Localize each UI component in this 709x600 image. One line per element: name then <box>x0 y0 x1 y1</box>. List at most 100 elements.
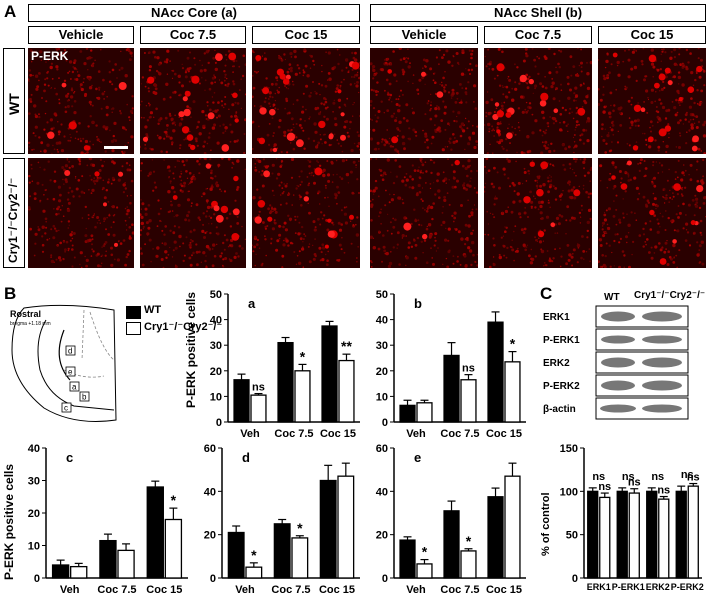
y-tick-label: 30 <box>376 340 388 352</box>
significance-label: ns <box>651 471 664 483</box>
col-header-core-vehicle: Vehicle <box>28 26 134 44</box>
chart-d: 0 20 40 60 d * Veh * Coc 7.5 Coc 15 <box>204 443 360 596</box>
legend-wt-label: WT <box>144 304 162 316</box>
x-tick-label: Veh <box>60 584 80 596</box>
bar <box>616 490 628 579</box>
bar <box>227 531 245 579</box>
region-e: e <box>68 368 73 377</box>
micrograph-cry-shell-coc15 <box>598 158 706 268</box>
region-d: d <box>68 347 72 356</box>
bar <box>277 341 294 423</box>
chart-e: 0 20 40 60 e * Veh * Coc 7.5 Coc 15 <box>376 443 526 596</box>
brain-schematic: Rostral bregma +1.18 mm d e a b c <box>10 304 117 422</box>
y-tick-label: 0 <box>216 417 222 429</box>
schematic-subtitle: bregma +1.18 mm <box>10 321 51 327</box>
x-tick-label: Coc 15 <box>146 584 182 596</box>
bar <box>687 485 699 579</box>
significance-label: ** <box>341 338 352 354</box>
bar <box>487 321 504 423</box>
col-header-core-coc15: Coc 15 <box>252 26 360 44</box>
col-header-shell-coc15: Coc 15 <box>598 26 706 44</box>
significance-label: ns <box>628 477 641 489</box>
y-tick-label: 50 <box>376 289 388 301</box>
scale-bar <box>104 146 128 149</box>
chart-label: a <box>248 296 256 311</box>
bar <box>646 490 658 579</box>
y-tick-label: 60 <box>376 443 388 455</box>
significance-label: ns <box>598 481 611 493</box>
bar <box>321 325 338 423</box>
y-tick-label: 40 <box>376 315 388 327</box>
region-a: a <box>72 383 77 392</box>
x-tick-label: Coc 7.5 <box>440 584 479 596</box>
y-tick-label: 20 <box>376 530 388 542</box>
x-tick-label: P-ERK2 <box>671 582 704 592</box>
significance-label: * <box>297 520 303 536</box>
y-tick-label: 0 <box>572 573 578 585</box>
region-c: c <box>64 404 68 413</box>
micrograph-cry-shell-coc75 <box>484 158 592 268</box>
x-tick-label: Coc 7.5 <box>271 584 310 596</box>
x-tick-label: Coc 15 <box>486 584 522 596</box>
significance-label: * <box>300 348 306 364</box>
x-tick-label: Veh <box>240 428 260 440</box>
significance-label: * <box>422 544 428 560</box>
significance-label: ns <box>657 485 670 497</box>
micrograph-wt-shell-coc75 <box>484 48 592 154</box>
chart-a: 0 10 20 30 40 50 a ns Veh * Coc 7.5 ** Coc 15 <box>210 289 360 440</box>
micrograph-wt-core-coc15 <box>252 48 360 154</box>
bar <box>117 549 135 579</box>
bar <box>416 563 433 579</box>
blot-row-erk1: ERK1 <box>543 312 570 323</box>
x-tick-label: ERK2 <box>646 582 670 592</box>
bar <box>51 564 70 579</box>
micrograph-cry-core-coc15 <box>252 158 360 268</box>
bar <box>460 550 477 579</box>
panel-a-letter: A <box>4 2 17 21</box>
y-tick-label: 10 <box>210 391 222 403</box>
schematic-title: Rostral <box>10 309 41 319</box>
y-tick-label: 40 <box>28 443 40 455</box>
chart-label: d <box>242 450 250 465</box>
y-tick-label: 0 <box>34 573 40 585</box>
y-tick-label: 150 <box>560 443 578 455</box>
y-tick-label: 10 <box>28 541 40 553</box>
y-tick-label: 20 <box>204 530 216 542</box>
blot-col-cry: Cry1⁻/⁻Cry2⁻/⁻ <box>634 290 706 301</box>
legend-wt-swatch <box>126 306 141 319</box>
panel-c-letter: C <box>540 284 553 303</box>
micrograph-cry-shell-vehicle <box>370 158 478 268</box>
chart-label: b <box>414 296 422 311</box>
region-b: b <box>82 393 87 402</box>
x-tick-label: Veh <box>235 584 255 596</box>
y-tick-label: 30 <box>210 340 222 352</box>
bar <box>146 486 164 579</box>
legend-cry-label: Cry1⁻/⁻Cry2⁻/⁻ <box>144 321 223 333</box>
y-tick-label: 100 <box>560 486 578 498</box>
bar <box>504 361 521 423</box>
x-tick-label: Coc 7.5 <box>97 584 136 596</box>
bar <box>245 566 263 579</box>
y-tick-label: 20 <box>28 508 40 520</box>
significance-label: ns <box>681 469 694 481</box>
bar <box>294 370 311 423</box>
significance-label: * <box>466 533 472 549</box>
y-tick-label: 10 <box>376 391 388 403</box>
micrograph-wt-core-vehicle <box>28 48 134 154</box>
bar <box>416 402 433 423</box>
bar <box>319 479 337 579</box>
chart-b: 0 10 20 30 40 50 b Veh ns Coc 7.5 * Coc 15 <box>376 289 526 440</box>
bar <box>658 498 670 579</box>
bar <box>587 490 599 579</box>
x-tick-label: Coc 15 <box>319 584 355 596</box>
y-tick-label: 50 <box>566 530 578 542</box>
chart-c: 0 10 20 30 40 c Veh Coc 7.5 * Coc 15 <box>28 443 188 596</box>
bar <box>164 518 183 579</box>
y-tick-label: 0 <box>382 417 388 429</box>
bar <box>291 537 309 579</box>
panel-b-letter: B <box>4 284 17 303</box>
bar <box>443 354 460 423</box>
y-tick-label: 0 <box>382 573 388 585</box>
x-tick-label: Coc 7.5 <box>440 428 479 440</box>
y-tick-label: 20 <box>210 366 222 378</box>
